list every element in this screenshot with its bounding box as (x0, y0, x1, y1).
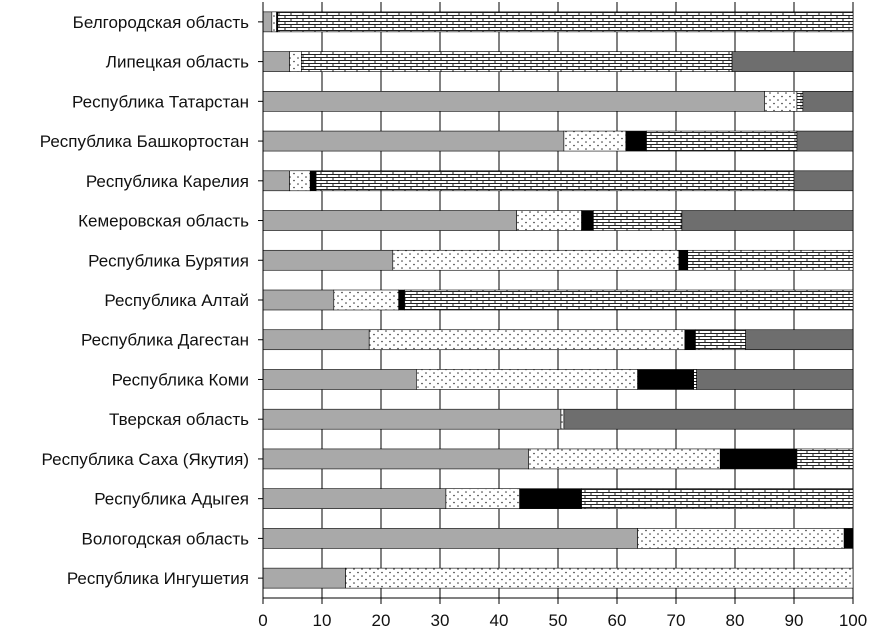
x-tick-label: 30 (431, 611, 450, 630)
bars (262, 11, 854, 589)
category-label: Республика Башкортостан (40, 132, 249, 151)
bar-segment-dark-gray (745, 329, 854, 351)
category-label: Липецкая область (106, 53, 249, 72)
bar-segment-dotted (516, 210, 582, 231)
bar-segment-gray (262, 170, 290, 192)
bar-segment-black (843, 528, 854, 549)
x-tick-labels: 0 10 20 30 40 50 60 70 80 90 100 (258, 611, 867, 630)
category-label: Республика Ингушетия (67, 569, 249, 588)
bar-segment-dark-gray (793, 170, 854, 192)
bar-segment-black (684, 329, 696, 351)
bar-segment-dark-gray (802, 91, 854, 112)
bar-segment-dotted (289, 51, 302, 72)
category-label: Республика Дагестан (81, 331, 249, 350)
category-label: Республика Адыгея (94, 490, 249, 509)
bar-segment-gray (262, 567, 346, 589)
bar-segment-black (719, 448, 798, 470)
bar-segment-gray (262, 488, 447, 509)
bar-segment-dotted (637, 528, 845, 549)
x-tick-label: 90 (785, 611, 804, 630)
bar-segment-dotted (289, 170, 311, 192)
category-label: Кемеровская область (78, 212, 249, 231)
bar-segment-gray (262, 51, 290, 72)
category-label: Белгородская область (73, 13, 249, 32)
x-tick-label: 20 (372, 611, 391, 630)
bar-segment-dotted (528, 448, 721, 470)
bar-segment-dotted (416, 369, 638, 390)
bar-segment-brick (796, 91, 804, 112)
bar-segment-gray (262, 91, 765, 112)
x-tick-label: 40 (490, 611, 509, 630)
bar-segment-black (625, 130, 647, 152)
bar-segment-dark-gray (796, 130, 854, 152)
x-tick-label: 70 (667, 611, 686, 630)
bar-segment-gray (262, 289, 335, 311)
bar-segment-black (678, 249, 689, 271)
bar-segment-brick (301, 51, 733, 72)
bar-segment-brick (695, 329, 746, 351)
category-label: Республика Коми (112, 370, 249, 389)
bar-segment-gray (262, 130, 565, 152)
bar-segment-dotted (560, 408, 565, 430)
bar-segment-gray (262, 528, 638, 549)
bar-segment-gray (262, 249, 394, 271)
bar-segment-black (637, 369, 695, 390)
x-tick-label: 80 (726, 611, 745, 630)
bar-segment-gray (262, 408, 562, 430)
bar-segment-black (309, 170, 317, 192)
x-tick-label: 0 (258, 611, 267, 630)
bar-segment-brick (404, 289, 854, 311)
category-label: Вологодская область (82, 529, 250, 548)
bar-segment-brick (581, 488, 854, 509)
bar-segment-black (581, 210, 594, 231)
axes (258, 2, 854, 604)
category-label: Республика Татарстан (72, 92, 249, 111)
bar-segment-dotted (445, 488, 520, 509)
x-tick-label: 10 (313, 611, 332, 630)
bar-segment-dark-gray (681, 210, 854, 231)
category-label: Республика Карелия (86, 172, 249, 191)
category-label: Тверская область (109, 410, 249, 429)
bar-segment-brick (277, 11, 854, 33)
bar-segment-dotted (368, 329, 686, 351)
bar-segment-brick (693, 369, 697, 390)
bar-segment-brick (593, 210, 683, 231)
bar-segment-gray (262, 369, 417, 390)
category-label: Республика Алтай (104, 291, 249, 310)
bar-segment-brick (315, 170, 795, 192)
category-label: Республика Саха (Якутия) (42, 450, 249, 469)
bar-segment-black (398, 289, 405, 311)
bar-segment-dotted (392, 249, 680, 271)
bar-segment-dark-gray (731, 51, 854, 72)
bar-segment-brick (796, 448, 854, 470)
category-label: Республика Бурятия (88, 251, 249, 270)
bar-segment-dotted (345, 567, 854, 589)
bar-segment-dotted (764, 91, 798, 112)
bar-segment-gray (262, 329, 370, 351)
category-labels: Белгородская область Липецкая область Респ… (40, 13, 249, 588)
bar-segment-gray (262, 210, 517, 231)
bar-segment-gray (262, 11, 273, 33)
bar-segment-dotted (271, 11, 277, 33)
bar-segment-dark-gray (696, 369, 854, 390)
bar-segment-dark-gray (563, 408, 854, 430)
bar-segment-brick (687, 249, 854, 271)
x-tick-label: 100 (839, 611, 867, 630)
bar-segment-brick (646, 130, 798, 152)
bar-segment-gray (262, 448, 529, 470)
x-tick-label: 60 (608, 611, 627, 630)
bar-segment-dotted (333, 289, 399, 311)
bar-segment-dotted (563, 130, 627, 152)
bar-segment-black (519, 488, 582, 509)
x-tick-label: 50 (549, 611, 568, 630)
